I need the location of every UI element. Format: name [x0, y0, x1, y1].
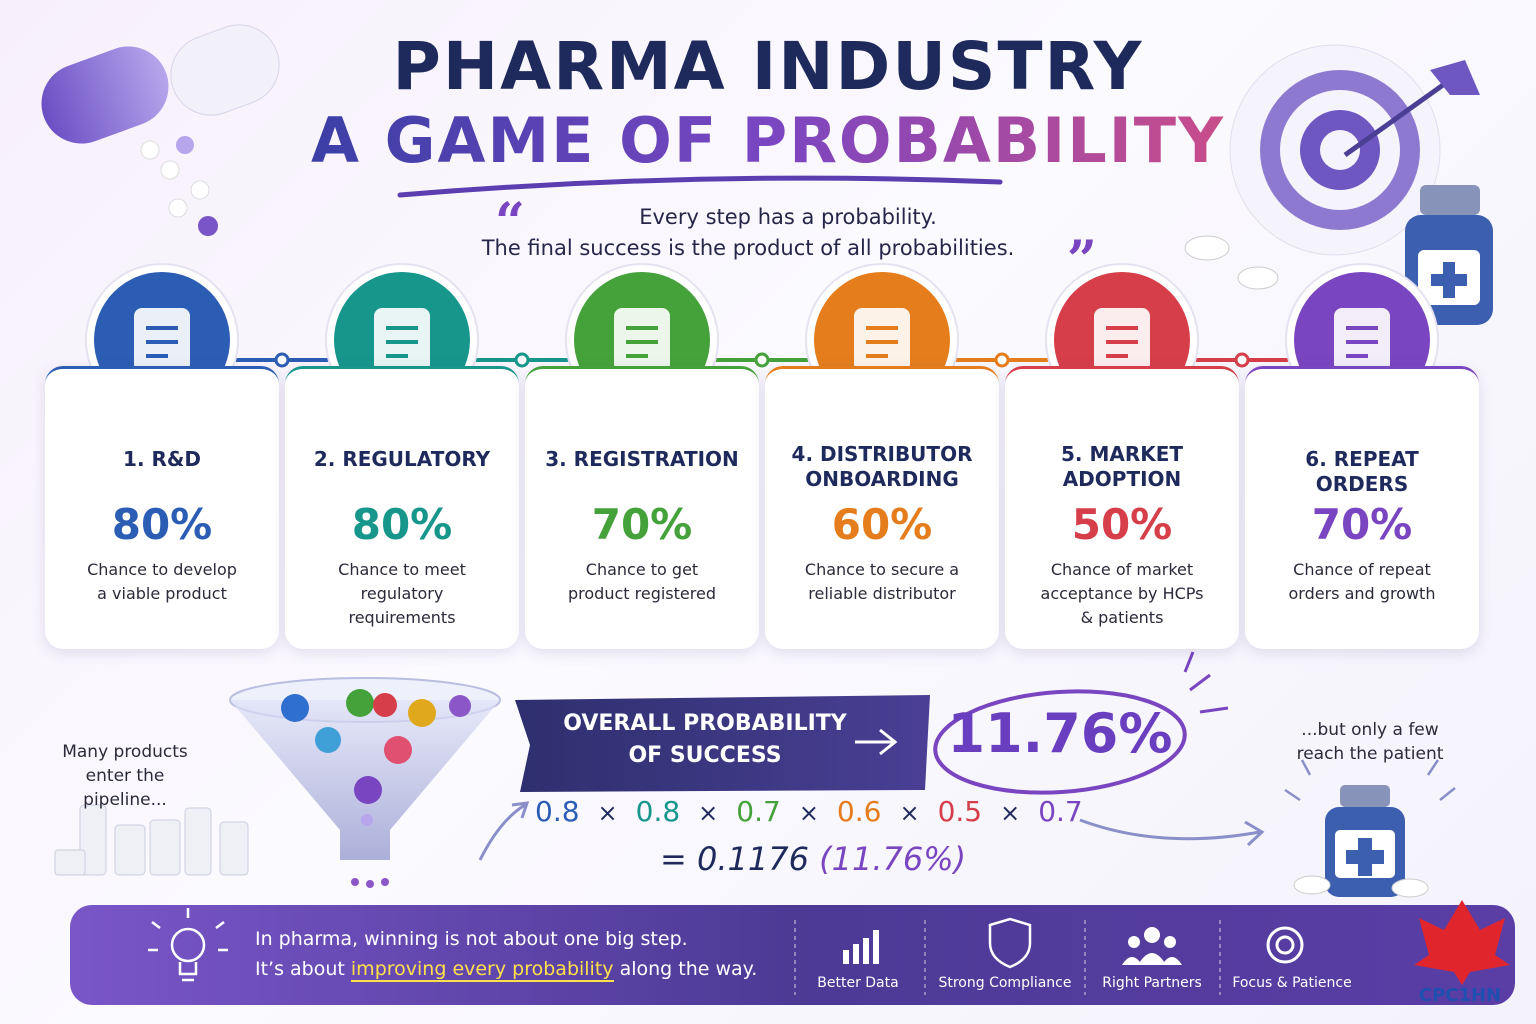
- result-circle: [933, 689, 1187, 795]
- subtitle-text: A GAME OF PROBABILITY: [311, 104, 1225, 177]
- step-percent: 50%: [1071, 500, 1173, 549]
- footer-line: It’s about improving every probability a…: [255, 958, 758, 982]
- equation-factors: 0.8 × 0.8 × 0.7 × 0.6 × 0.5 × 0.7: [535, 795, 1083, 828]
- footer-text: It’s about: [255, 958, 345, 980]
- pillar-label: Better Data: [817, 975, 899, 991]
- factor: 0.8: [535, 795, 580, 828]
- factor: 0.5: [937, 795, 983, 828]
- right-note: ...but only a few reach the patient: [1296, 720, 1444, 764]
- patient-vial-icon: [1284, 759, 1456, 898]
- operator: ×: [798, 799, 819, 827]
- footer-text: along the way.: [619, 958, 758, 980]
- logo-leaf: [1414, 900, 1510, 985]
- step-card: [45, 366, 279, 649]
- operator: ×: [1000, 799, 1021, 827]
- vial-icon: [1184, 185, 1493, 325]
- vials-group: [54, 804, 249, 876]
- target-icon: [1229, 44, 1480, 256]
- footer-highlight: improving every probability: [350, 958, 614, 982]
- pillar-label: Right Partners: [1102, 975, 1202, 991]
- step-card: [1245, 366, 1479, 649]
- equation-percent: (11.76%): [819, 840, 967, 878]
- title-underline: [397, 175, 1003, 198]
- step-title: 5. MARKET ADOPTION: [1060, 442, 1184, 491]
- result-value: 11.76%: [947, 702, 1173, 765]
- equation-value: = 0.1176: [660, 840, 809, 878]
- result-label: OVERALL PROBABILITY OF SUCCESS: [563, 711, 847, 768]
- step-title: 2. REGULATORY: [313, 447, 491, 471]
- factor: 0.7: [736, 795, 781, 828]
- step-card: [525, 366, 759, 649]
- step-title: 6. REPEAT ORDERS: [1305, 447, 1419, 496]
- step-title: 1. R&D: [123, 447, 201, 471]
- step-description: Chance to develop a viable product: [87, 560, 237, 603]
- connector-dot: [514, 352, 530, 368]
- pillar-label: Strong Compliance: [938, 975, 1072, 991]
- funnel-icon: [229, 677, 501, 888]
- step-title: 4. DISTRIBUTOR ONBOARDING: [791, 442, 973, 491]
- connector-dot: [1234, 352, 1250, 368]
- quote-line: The final success is the product of all …: [481, 236, 1015, 260]
- step-card: [1005, 366, 1239, 649]
- quote-open: “: [495, 192, 525, 253]
- quote-close: ”: [1067, 230, 1097, 291]
- step-description: Chance of repeat orders and growth: [1288, 560, 1436, 603]
- connector-dot: [274, 352, 290, 368]
- logo-text: CPC1HN: [1418, 985, 1502, 1006]
- left-note: Many products enter the pipeline...: [62, 742, 188, 810]
- step-percent: 70%: [591, 500, 693, 549]
- step-description: Chance to secure a reliable distributor: [804, 560, 960, 603]
- step-description: Chance of market acceptance by HCPs & pa…: [1040, 560, 1204, 627]
- capsule-icon: [41, 24, 280, 236]
- subtitle: A GAME OF PROBABILITY: [0, 104, 1536, 177]
- operator: ×: [899, 799, 920, 827]
- step-card: [285, 366, 519, 649]
- step-card: [765, 366, 999, 649]
- bulb-icon: [148, 908, 228, 982]
- step-percent: 60%: [831, 500, 933, 549]
- factor: 0.8: [635, 795, 681, 828]
- title: PHARMA INDUSTRY: [392, 28, 1144, 105]
- quote-line: Every step has a probability.: [639, 205, 937, 229]
- operator: ×: [597, 799, 618, 827]
- factor: 0.7: [1038, 795, 1083, 828]
- step-percent: 70%: [1311, 500, 1413, 549]
- factor: 0.6: [836, 795, 882, 828]
- step-description: Chance to meet regulatory requirements: [338, 560, 466, 627]
- pillar-icons: [843, 917, 1304, 969]
- footer-line: In pharma, winning is not about one big …: [255, 928, 688, 950]
- connector-dot: [994, 352, 1010, 368]
- pillar-label: Focus & Patience: [1232, 975, 1352, 991]
- step-percent: 80%: [111, 500, 213, 549]
- equation-result: = 0.1176 (11.76%): [660, 840, 966, 878]
- result-banner: [515, 695, 930, 792]
- step-percent: 80%: [351, 500, 453, 549]
- step-description: Chance to get product registered: [568, 560, 716, 603]
- connector-dot: [754, 352, 770, 368]
- operator: ×: [698, 799, 719, 827]
- step-title: 3. REGISTRATION: [545, 447, 739, 471]
